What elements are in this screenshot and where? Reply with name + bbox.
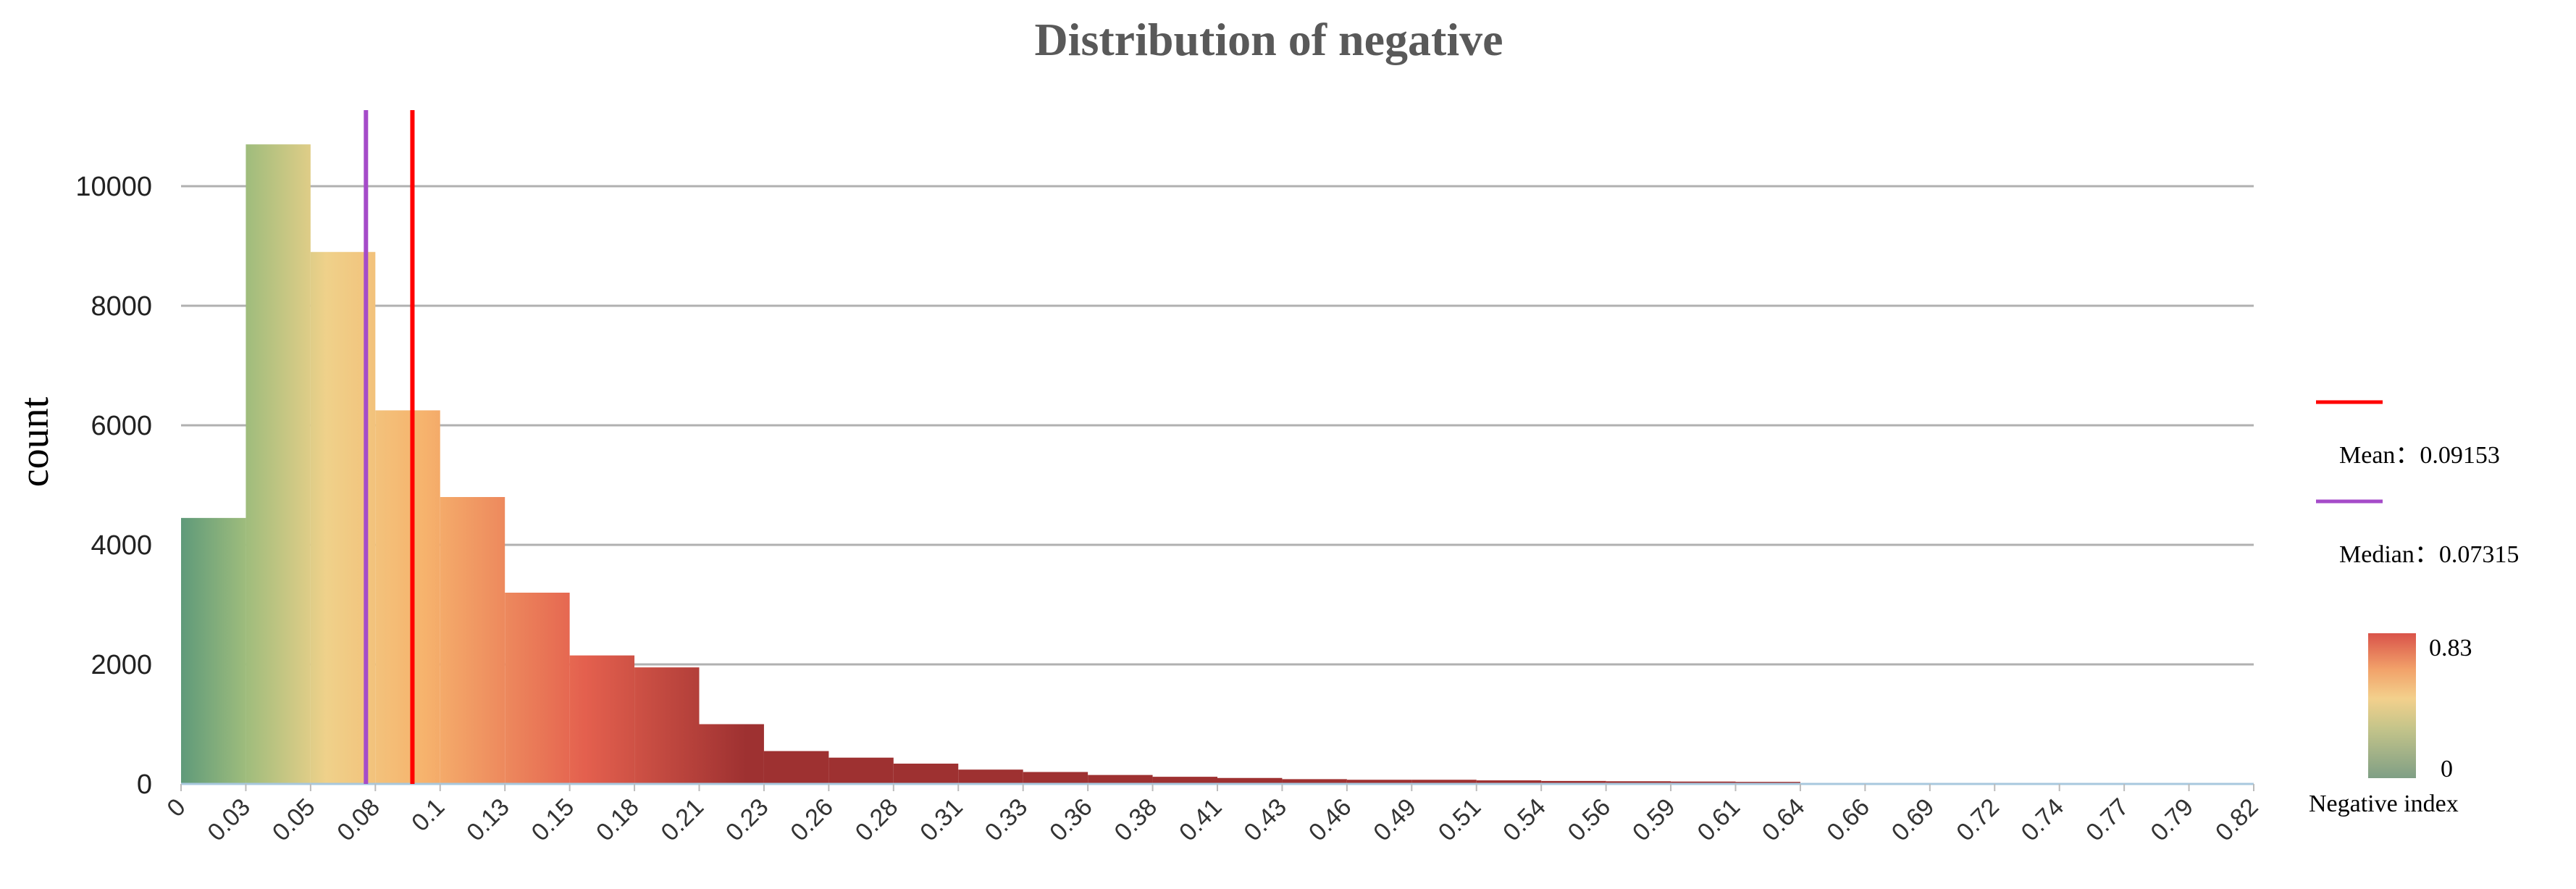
histogram-bar — [181, 518, 246, 784]
x-tick-label: 0.03 — [202, 793, 256, 847]
y-tick-label: 6000 — [91, 411, 152, 441]
histogram-bar — [570, 656, 634, 784]
x-tick-label: 0.54 — [1498, 793, 1551, 847]
x-tick-label: 0.82 — [2210, 793, 2264, 847]
x-tick-label: 0.79 — [2146, 793, 2199, 847]
x-tick-label: 0.21 — [655, 793, 709, 847]
x-tick-label: 0.69 — [1887, 793, 1940, 847]
x-tick-label: 0.51 — [1433, 793, 1487, 847]
x-tick-label: 0.23 — [721, 793, 774, 847]
x-tick-label: 0.33 — [980, 793, 1033, 847]
x-tick-label: 0.43 — [1238, 793, 1292, 847]
histogram-bar — [634, 667, 699, 784]
histogram-bar — [828, 758, 893, 784]
median-legend-label: Median：0.07315 — [2339, 541, 2519, 568]
x-tick-label: 0.38 — [1109, 793, 1163, 847]
colorbar-title: Negative index — [2309, 790, 2459, 817]
y-axis-label: count — [12, 396, 57, 487]
histogram-bar — [958, 769, 1023, 784]
x-tick-label: 0.77 — [2081, 793, 2134, 847]
x-tick-label: 0.36 — [1044, 793, 1098, 847]
x-tick-label: 0.28 — [850, 793, 904, 847]
colorbar-max-label: 0.83 — [2429, 635, 2472, 661]
x-tick-label: 0.1 — [406, 793, 450, 837]
y-tick-label: 10000 — [75, 172, 152, 202]
y-tick-label: 2000 — [91, 650, 152, 680]
x-tick-label: 0.18 — [591, 793, 645, 847]
x-tick-label: 0.72 — [1951, 793, 2005, 847]
x-tick-label: 0.41 — [1174, 793, 1228, 847]
mean-legend-label: Mean：0.09153 — [2339, 442, 2500, 469]
y-tick-label: 8000 — [91, 291, 152, 322]
colorbar-min-label: 0 — [2441, 756, 2453, 782]
x-tick-label: 0.64 — [1757, 793, 1811, 847]
x-tick-label: 0.08 — [332, 793, 385, 847]
histogram-bar — [440, 497, 505, 784]
x-tick-label: 0.61 — [1692, 793, 1745, 847]
x-tick-label: 0.13 — [461, 793, 515, 847]
histogram-bar — [375, 410, 440, 784]
histogram-bar — [505, 593, 569, 784]
x-tick-label: 0.26 — [785, 793, 839, 847]
x-tick-label: 0.31 — [915, 793, 968, 847]
x-tick-label: 0.56 — [1563, 793, 1616, 847]
histogram-bar — [246, 144, 310, 784]
x-tick-label: 0.49 — [1368, 793, 1422, 847]
x-tick-label: 0.46 — [1304, 793, 1357, 847]
x-tick-label: 0.66 — [1821, 793, 1875, 847]
chart-title: Distribution of negative — [1034, 14, 1503, 65]
histogram-bar — [700, 725, 764, 785]
y-tick-label: 4000 — [91, 530, 152, 561]
x-tick-label: 0.74 — [2016, 793, 2070, 847]
histogram-bar — [1088, 775, 1152, 784]
x-tick-label: 0.15 — [526, 793, 580, 847]
histogram-bar — [894, 764, 958, 784]
histogram-bar — [764, 751, 828, 784]
x-tick-label: 0 — [161, 793, 190, 822]
x-tick-label: 0.59 — [1627, 793, 1681, 847]
y-tick-label: 0 — [137, 769, 152, 800]
x-tick-label: 0.05 — [267, 793, 321, 847]
colorbar-gradient — [2368, 633, 2416, 778]
histogram-bar — [1023, 772, 1088, 785]
